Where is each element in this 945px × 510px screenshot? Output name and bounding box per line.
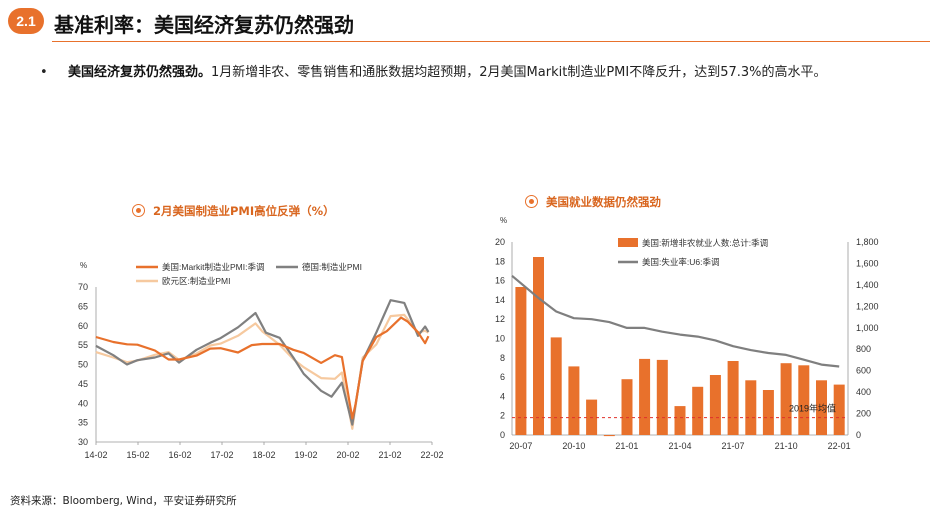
chart2-bar bbox=[709, 375, 721, 435]
chart2-x-tick: 21-07 bbox=[722, 441, 745, 451]
chart1-legend-label: 欧元区:制造业PMI bbox=[162, 276, 230, 286]
chart2-title-text: 美国就业数据仍然强劲 bbox=[546, 195, 661, 209]
chart2-bar bbox=[533, 257, 544, 435]
chart2-y-tick-right: 600 bbox=[856, 366, 871, 376]
bullet-dot: • bbox=[40, 65, 48, 80]
chart2-x-tick: 22-01 bbox=[828, 441, 851, 451]
chart1-x-tick: 19-02 bbox=[294, 450, 317, 460]
chart1-y-tick: 50 bbox=[78, 360, 88, 370]
summary-text: 美国经济复苏仍然强劲。1月新增非农、零售销售和通胀数据均超预期，2月美国Mark… bbox=[68, 60, 910, 86]
chart1-x-tick: 15-02 bbox=[126, 450, 149, 460]
target-icon bbox=[525, 195, 538, 208]
chart2-bar bbox=[816, 380, 827, 435]
chart1-legend-label: 美国:Markit制造业PMI:季调 bbox=[162, 262, 264, 272]
chart2-legend-swatch-bar bbox=[618, 238, 638, 247]
summary-bold: 美国经济复苏仍然强劲。 bbox=[68, 65, 212, 80]
chart1-y-tick: 55 bbox=[78, 340, 88, 350]
chart2-x-tick: 20-07 bbox=[509, 441, 532, 451]
chart2-y-tick-left: 20 bbox=[495, 237, 505, 247]
chart1-legend-label: 德国:制造业PMI bbox=[302, 262, 362, 272]
chart1-series-line bbox=[95, 299, 430, 426]
chart2-y-tick-left: 18 bbox=[495, 256, 505, 266]
chart2-y-tick-left: 2 bbox=[500, 411, 505, 421]
chart2-x-tick: 20-10 bbox=[562, 441, 585, 451]
source-note: 资料来源：Bloomberg, Wind，平安证券研究所 bbox=[10, 495, 237, 507]
chart2-y-tick-right: 1,200 bbox=[856, 301, 879, 311]
chart2-bar bbox=[833, 384, 845, 435]
chart1-x-tick: 22-02 bbox=[420, 450, 443, 460]
chart2-y-tick-left: 16 bbox=[495, 276, 505, 286]
chart2-legend-label: 美国:失业率:U6:季调 bbox=[642, 257, 719, 267]
chart2-bar bbox=[745, 380, 757, 435]
chart2-y-unit: % bbox=[500, 216, 507, 225]
chart2-x-tick: 21-04 bbox=[668, 441, 691, 451]
chart2-y-tick-right: 1,800 bbox=[856, 237, 879, 247]
chart2-y-tick-left: 14 bbox=[495, 295, 505, 305]
chart2-y-tick-left: 10 bbox=[495, 334, 505, 344]
chart1-x-tick: 20-02 bbox=[336, 450, 359, 460]
chart2-bar bbox=[603, 435, 615, 437]
target-icon bbox=[132, 204, 145, 217]
chart2-y-tick-right: 200 bbox=[856, 409, 871, 419]
chart1-title: 2月美国制造业PMI高位反弹（%） bbox=[132, 203, 335, 219]
chart1-x-tick: 18-02 bbox=[252, 450, 275, 460]
chart2-bar bbox=[727, 361, 739, 435]
chart1-y-tick: 35 bbox=[78, 418, 88, 428]
chart2-y-tick-right: 1,000 bbox=[856, 323, 879, 333]
chart2-y-tick-left: 0 bbox=[500, 430, 505, 440]
chart1-x-tick: 21-02 bbox=[378, 450, 401, 460]
chart1-title-text: 2月美国制造业PMI高位反弹（%） bbox=[153, 204, 335, 218]
chart2-legend-label: 美国:新增非农就业人数:总计:季调 bbox=[642, 238, 768, 248]
chart2-bar bbox=[692, 386, 704, 436]
chart2-y-tick-left: 6 bbox=[500, 372, 505, 382]
title-divider bbox=[52, 41, 930, 42]
chart2-bar bbox=[780, 363, 792, 435]
chart1-y-unit: % bbox=[80, 261, 87, 270]
chart2-y-tick-left: 12 bbox=[495, 314, 505, 324]
section-number-badge: 2.1 bbox=[8, 8, 44, 34]
chart2-y-tick-right: 0 bbox=[856, 430, 861, 440]
chart2-bar bbox=[798, 365, 810, 435]
chart2-title: 美国就业数据仍然强劲 bbox=[525, 194, 661, 210]
chart1-x-tick: 17-02 bbox=[210, 450, 233, 460]
chart1-x-tick: 14-02 bbox=[84, 450, 107, 460]
summary-body: 1月新增非农、零售销售和通胀数据均超预期，2月美国Markit制造业PMI不降反… bbox=[211, 65, 827, 80]
chart2-bar bbox=[550, 337, 562, 435]
chart1-y-tick: 65 bbox=[78, 301, 88, 311]
chart1-y-tick: 45 bbox=[78, 379, 88, 389]
chart2-bar bbox=[656, 359, 668, 435]
chart2-y-tick-left: 8 bbox=[500, 353, 505, 363]
chart2-reference-label: 2019年均值 bbox=[789, 403, 836, 414]
chart2-y-tick-right: 1,400 bbox=[856, 280, 879, 290]
chart2-bar bbox=[621, 379, 633, 435]
chart2-x-tick: 21-01 bbox=[615, 441, 638, 451]
page-title: 基准利率：美国经济复苏仍然强劲 bbox=[54, 13, 354, 37]
chart2-bar bbox=[568, 366, 580, 435]
chart1-y-tick: 60 bbox=[78, 321, 88, 331]
chart1-x-tick: 16-02 bbox=[168, 450, 191, 460]
chart2-bar bbox=[762, 390, 774, 435]
chart2-u6-line bbox=[511, 274, 840, 368]
chart2-bar bbox=[515, 287, 527, 435]
chart2-y-tick-right: 800 bbox=[856, 344, 871, 354]
chart2-bar bbox=[674, 406, 686, 435]
chart1-y-tick: 70 bbox=[78, 282, 88, 292]
chart1-y-tick: 30 bbox=[78, 437, 88, 447]
chart1-series-line bbox=[95, 313, 429, 430]
chart2-bar bbox=[639, 358, 651, 435]
chart2-y-tick-left: 4 bbox=[500, 391, 505, 401]
chart1-series-line bbox=[95, 316, 430, 420]
chart2-y-tick-right: 1,600 bbox=[856, 258, 879, 268]
chart1-y-tick: 40 bbox=[78, 398, 88, 408]
chart2-y-tick-right: 400 bbox=[856, 387, 871, 397]
chart2-x-tick: 21-10 bbox=[775, 441, 798, 451]
